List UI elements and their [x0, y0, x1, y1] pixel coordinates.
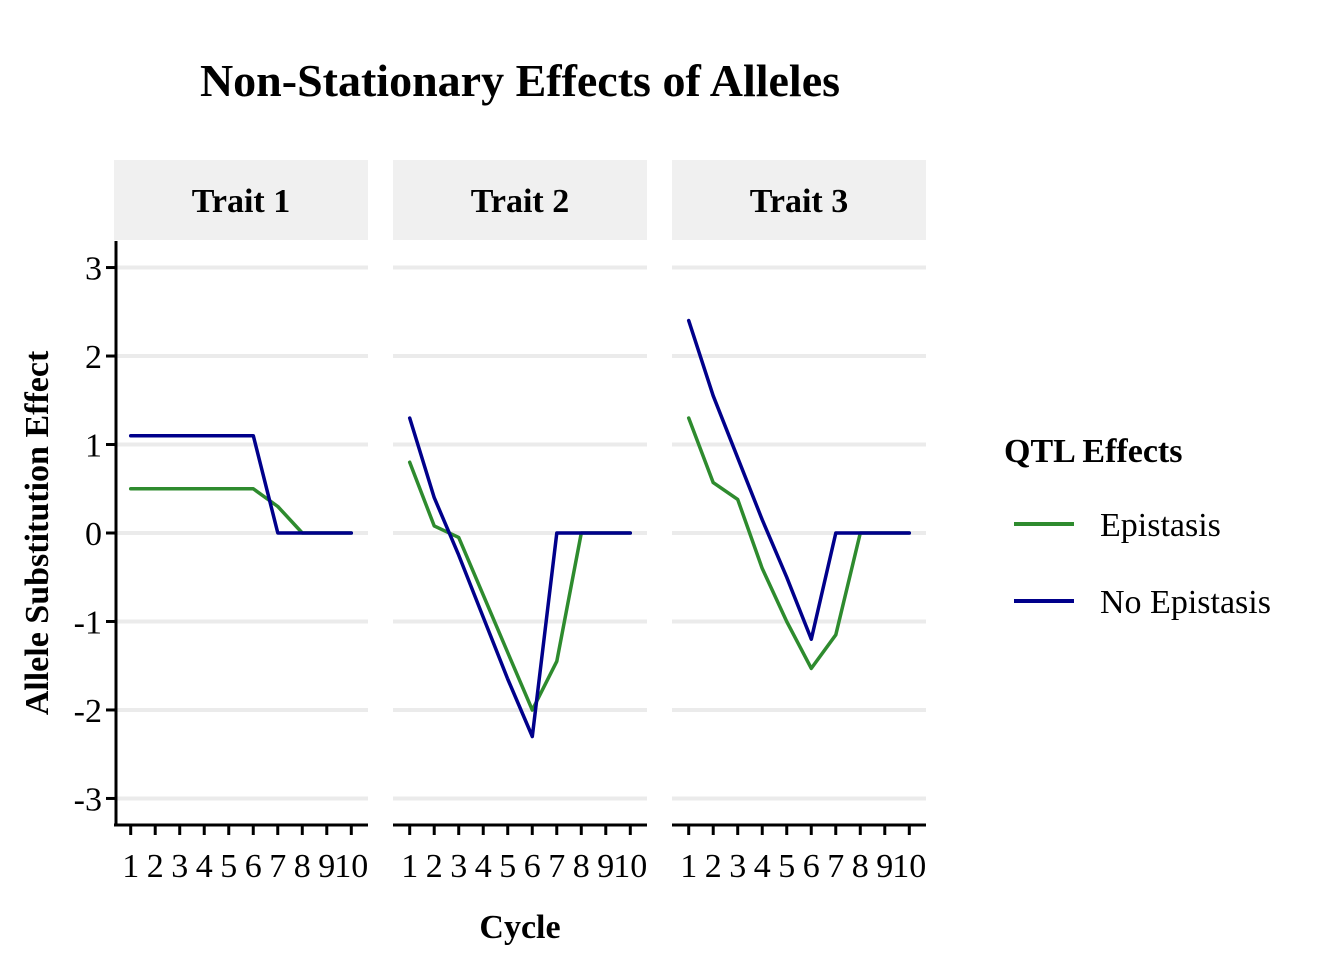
x-tick-label: 4 — [196, 848, 213, 885]
x-tick-label: 8 — [294, 848, 311, 885]
x-tick-label: 9 — [876, 848, 893, 885]
x-tick-label: 3 — [171, 848, 188, 885]
x-tick-label: 1 — [680, 848, 697, 885]
legend-item-no-epistasis: No Epistasis — [1014, 584, 1271, 621]
legend: QTL Effects Epistasis No Epistasis — [1004, 433, 1271, 621]
legend-item-epistasis: Epistasis — [1014, 507, 1221, 544]
x-tick-label: 9 — [318, 848, 335, 885]
legend-title: QTL Effects — [1004, 433, 1182, 470]
x-tick-label: 5 — [499, 848, 516, 885]
panel-label: Trait 1 — [192, 183, 291, 220]
strip-background — [114, 160, 368, 240]
x-tick-label: 4 — [754, 848, 771, 885]
x-tick-label: 8 — [573, 848, 590, 885]
series-line-epistasis — [686, 416, 912, 671]
panel-strip: Trait 1 — [114, 160, 368, 240]
panel-trait-2: Trait 2 1 2 3 4 5 6 7 8 9 10 — [393, 160, 647, 885]
y-tick-label: 1 — [85, 428, 102, 465]
strip-background — [393, 160, 647, 240]
x-tick-label: 7 — [827, 848, 844, 885]
chart-title: Non-Stationary Effects of Alleles — [200, 55, 840, 106]
x-tick-label: 4 — [475, 848, 492, 885]
x-tick-label: 6 — [803, 848, 820, 885]
x-tick-label: 2 — [705, 848, 722, 885]
series-line-no-epistasis — [128, 433, 354, 535]
x-tick-label: 6 — [524, 848, 541, 885]
x-tick-label: 2 — [147, 848, 164, 885]
legend-label: No Epistasis — [1100, 584, 1271, 621]
y-tick-label: 0 — [85, 516, 102, 553]
legend-label: Epistasis — [1100, 507, 1221, 544]
panel-label: Trait 3 — [750, 183, 849, 220]
x-tick-label: 6 — [245, 848, 262, 885]
y-tick-label: -3 — [74, 781, 102, 818]
panel-label: Trait 2 — [471, 183, 570, 220]
panel-strip: Trait 2 — [393, 160, 647, 240]
y-axis-title: Allele Substitution Effect — [19, 350, 56, 715]
series-line-no-epistasis — [407, 416, 633, 739]
y-tick-label: 3 — [85, 251, 102, 288]
x-tick-label: 10 — [334, 848, 368, 885]
series-line-epistasis — [128, 487, 354, 535]
y-tick-label: -2 — [74, 693, 102, 730]
y-tick-label: -1 — [74, 604, 102, 641]
series-line-epistasis — [407, 460, 633, 712]
x-tick-label: 10 — [613, 848, 647, 885]
x-axis-title: Cycle — [479, 909, 560, 946]
x-tick-label: 5 — [220, 848, 237, 885]
panel-trait-3: Trait 3 1 2 3 4 5 6 7 8 9 10 — [672, 160, 926, 885]
x-tick-label: 2 — [426, 848, 443, 885]
x-tick-label: 1 — [122, 848, 139, 885]
x-tick-label: 9 — [597, 848, 614, 885]
x-tick-label: 1 — [401, 848, 418, 885]
x-tick-label: 8 — [852, 848, 869, 885]
panel-strip: Trait 3 — [672, 160, 926, 240]
x-tick-label: 10 — [892, 848, 926, 885]
strip-background — [672, 160, 926, 240]
x-tick-label: 5 — [778, 848, 795, 885]
series-line-no-epistasis — [686, 318, 912, 641]
x-tick-label: 7 — [548, 848, 565, 885]
x-tick-label: 7 — [269, 848, 286, 885]
x-tick-label: 3 — [450, 848, 467, 885]
y-tick-label: 2 — [85, 339, 102, 376]
x-tick-label: 3 — [729, 848, 746, 885]
